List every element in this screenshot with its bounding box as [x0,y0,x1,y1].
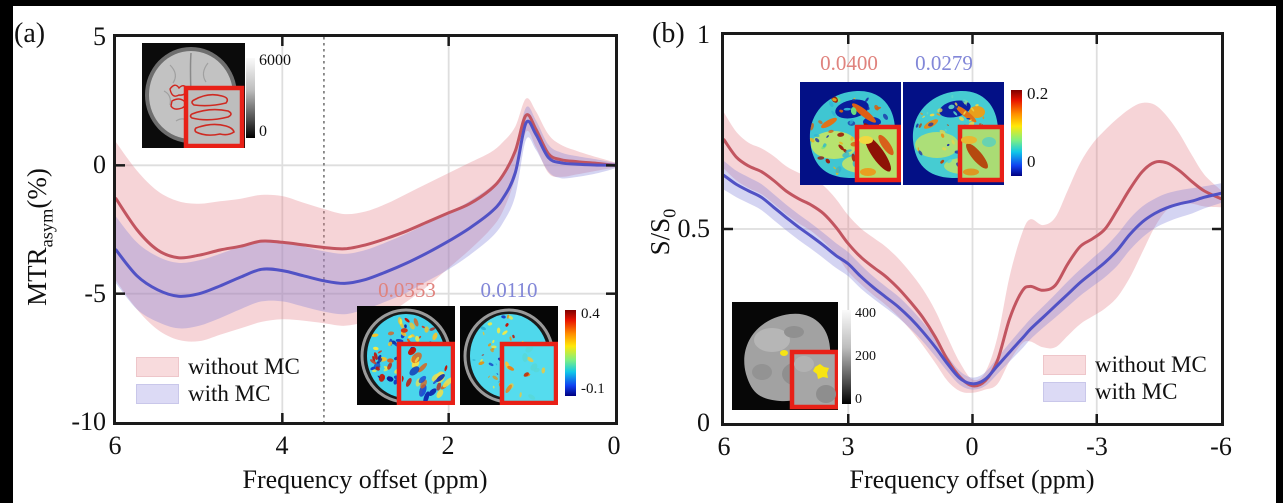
panel-a-xtick-4: 4 [275,431,289,460]
panel-b-xtick-3: 3 [841,432,855,461]
curve-without-mc [724,138,1221,388]
seed-roi-marker [780,350,788,356]
legend-label-with-mc: with MC [188,380,271,406]
jet-zoom-detail [961,136,996,176]
panel-b-xtick-6: 6 [717,432,731,461]
legend-row-without-mc: without MC [136,353,300,380]
anatomy-colorbar-max: 400 [855,306,876,321]
panel-a-ylabel-sub: asym [36,208,57,248]
roi-zoom-contours [189,93,235,136]
panel-a-y-axis-label: MTRasym(%) [22,117,57,357]
band-without-mc [724,102,1221,393]
band-without-mc [115,98,615,342]
legend-swatch-without-mc [1043,354,1086,375]
panel-b-xtick--3: -3 [1086,432,1108,461]
panel-a-map-colorbar [565,310,576,396]
panel-a-ytick--5: -5 [84,279,106,308]
map-colorbar-min: 0 [1027,152,1036,171]
jet-zoom-detail [859,134,894,176]
legend-label-with-mc: with MC [1095,378,1178,404]
panel-b-ytick-0: 0 [697,408,710,437]
panel-b-ytick-0p5: 0.5 [677,214,711,243]
panel-b-xtick-0: 0 [965,432,979,461]
seed-roi-marker-zoom [813,364,829,379]
panel-b-ytick-1: 1 [697,20,710,49]
legend-swatch-without-mc [136,356,179,377]
top-border-bar [0,0,1283,6]
legend-row-with-mc: with MC [1043,378,1207,405]
panel-a-map-with-mc [460,306,559,406]
panel-a-x-axis-label: Frequency offset (ppm) [242,465,488,494]
panel-b-anatomy-colorbar [842,310,851,404]
panel-a-ylabel-main: MTR [22,247,52,306]
panel-a-label: (a) [14,18,46,49]
panel-a-map-without-mc [357,306,456,406]
map-value-with-mc: 0.0110 [480,278,538,302]
panel-b-map-colorbar [1011,90,1022,176]
curve-with-mc [724,174,1221,386]
roi-zoom-box [183,85,245,149]
panel-b-anatomy-inset [732,302,840,410]
panel-b-xtick--6: -6 [1210,432,1232,461]
map-value-with-mc: 0.0279 [915,51,973,75]
legend-row-with-mc: with MC [136,380,300,407]
map-colorbar-min: -0.1 [581,381,605,397]
panel-b-legend: without MC with MC [1043,351,1207,405]
panel-a-legend: without MC with MC [136,353,300,407]
map-value-without-mc: 0.0353 [378,278,436,302]
panel-a-ytick-5: 5 [93,22,106,51]
band-with-mc [115,106,615,329]
panel-b-x-axis-label: Frequency offset (ppm) [849,465,1095,494]
curve-without-mc [115,113,615,260]
panel-a-xtick-2: 2 [441,431,455,460]
legend-label-without-mc: without MC [1095,351,1207,377]
panel-a-anatomy-colorbar [246,58,255,138]
panel-a-anatomy-inset [142,43,245,149]
curve-with-mc [115,119,615,298]
panel-b-plot-area [724,35,1221,423]
panel-a-ytick--10: -10 [71,407,106,436]
panel-a-xtick-0: 0 [607,431,621,460]
legend-row-without-mc: without MC [1043,351,1207,378]
map-value-without-mc: 0.0400 [820,51,878,75]
panel-a-xtick-6: 6 [108,431,122,460]
map-colorbar-max: 0.4 [581,306,600,322]
jet-zoom-speckles [505,347,546,400]
panel-b-map-without-mc [800,82,902,185]
left-border-bar [0,0,13,503]
panel-b-label: (b) [652,18,685,49]
legend-swatch-with-mc [136,383,179,404]
legend-label-without-mc: without MC [188,353,300,379]
map-colorbar-max: 0.2 [1027,84,1049,103]
panel-a-plot-area [115,37,615,422]
panel-b-map-with-mc [903,82,1005,185]
panel-a-ytick-0: 0 [93,150,106,179]
anatomy-colorbar-mid: 200 [855,349,876,364]
roi-zoom-box [499,341,559,406]
anatomy-colorbar-min: 0 [855,392,862,407]
jet-zoom-speckles [402,347,451,401]
right-border-bar [1276,0,1283,503]
anatomy-colorbar-min: 0 [259,123,267,140]
panel-a-ylabel-unit: (%) [22,168,52,209]
anatomy-colorbar-max: 6000 [259,52,291,69]
legend-swatch-with-mc [1043,381,1086,402]
